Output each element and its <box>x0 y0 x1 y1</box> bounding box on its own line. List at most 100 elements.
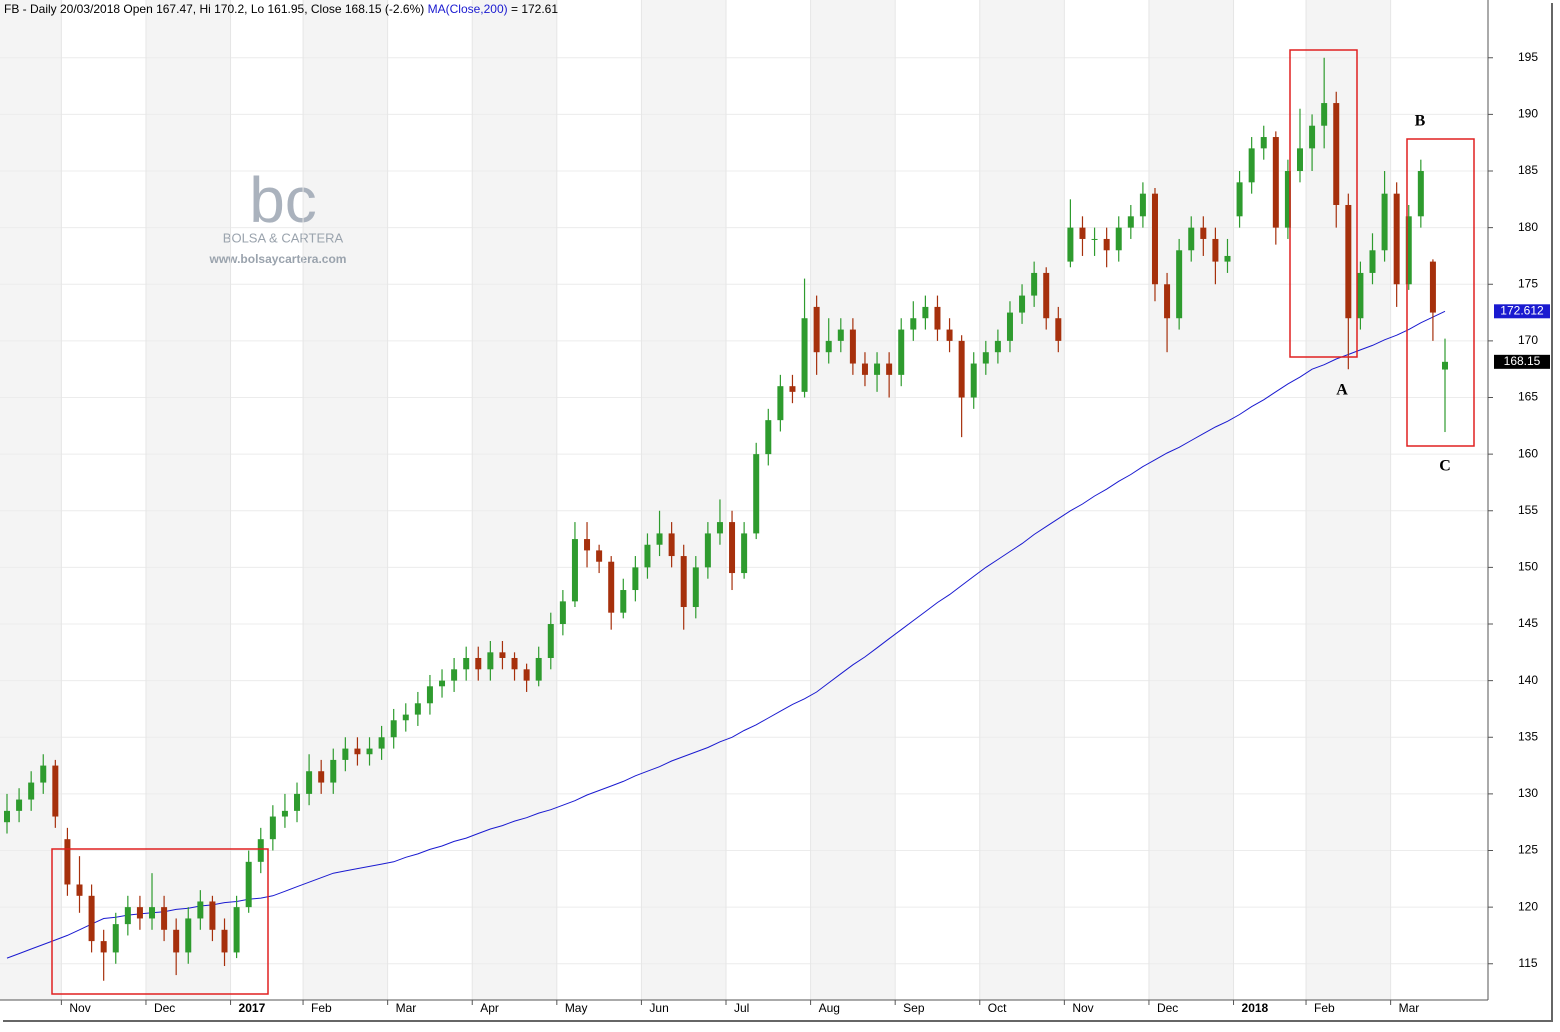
x-tick-label: Mar <box>396 1001 417 1015</box>
candle-body <box>547 624 554 658</box>
month-band <box>145 0 231 1000</box>
candle-body <box>1309 125 1316 149</box>
annotation: A <box>1336 382 1348 399</box>
x-tick-label: Dec <box>154 1001 175 1015</box>
x-tick-label: 2018 <box>1242 1001 1269 1015</box>
candle-body <box>680 556 687 608</box>
candle-body <box>535 657 542 681</box>
candle-body <box>100 941 107 953</box>
candle-body <box>28 782 35 800</box>
candle-body <box>281 810 288 817</box>
candle-body <box>910 318 917 330</box>
candle-body <box>886 363 893 375</box>
candle-body <box>1139 193 1146 217</box>
candle-body <box>1381 193 1388 251</box>
candle-body <box>475 657 482 670</box>
y-tick-label: 140 <box>1518 673 1538 687</box>
candle-body <box>571 539 578 602</box>
x-tick-label: Apr <box>480 1001 499 1015</box>
candle-body <box>1260 137 1267 149</box>
candle-body <box>354 748 361 755</box>
x-tick-label: Mar <box>1399 1001 1420 1015</box>
candle-body <box>16 799 23 811</box>
candle-body <box>233 907 240 953</box>
candle-body <box>149 907 156 919</box>
candle-body <box>161 907 168 930</box>
candle-body <box>898 329 905 375</box>
candle-body <box>874 363 881 375</box>
candle-body <box>52 765 59 817</box>
y-tick-label: 115 <box>1518 956 1537 970</box>
month-band <box>472 0 557 1000</box>
highlight-box <box>1289 49 1358 358</box>
candle-body <box>1224 255 1231 262</box>
x-tick-label: 2017 <box>239 1001 266 1015</box>
price-tag-label: 168.15 <box>1504 354 1541 368</box>
candle-body <box>825 340 832 353</box>
candle-body <box>559 601 566 625</box>
candle-body <box>789 386 796 392</box>
candle-body <box>257 839 264 862</box>
candle-body <box>1019 295 1026 313</box>
chart-title: FB - Daily 20/03/2018 Open 167.47, Hi 17… <box>4 2 558 16</box>
candle-body <box>729 522 736 574</box>
candle-body <box>1055 318 1062 341</box>
watermark-url: www.bolsaycartera.com <box>209 252 347 266</box>
y-tick-label: 135 <box>1518 729 1538 743</box>
candle-body <box>934 306 941 330</box>
candle-body <box>1345 204 1352 319</box>
highlight-box <box>51 848 269 995</box>
candle-body <box>245 861 252 908</box>
candle-body <box>1272 137 1279 228</box>
candle-body <box>1236 182 1243 217</box>
x-tick-label: Nov <box>1072 1001 1093 1015</box>
candle-body <box>1127 216 1134 228</box>
candle-body <box>801 318 808 392</box>
candle-body <box>1091 238 1098 240</box>
x-tick-label: Feb <box>311 1001 332 1015</box>
candle-body <box>124 907 131 925</box>
candle-body <box>1031 272 1038 296</box>
candle-body <box>4 810 10 823</box>
candle-body <box>608 561 615 613</box>
candle-body <box>64 839 71 885</box>
candle-body <box>426 686 433 704</box>
candle-body <box>1164 284 1171 319</box>
y-tick-label: 195 <box>1518 50 1538 64</box>
candle-body <box>197 901 204 919</box>
ma-name: MA(Close,200) <box>428 2 508 16</box>
candle-body <box>136 907 143 919</box>
candle-body <box>1079 227 1086 239</box>
x-tick-label: May <box>565 1001 588 1015</box>
candle-body <box>656 533 663 545</box>
y-tick-label: 120 <box>1518 899 1538 913</box>
candle-body <box>342 748 349 760</box>
candle-body <box>741 533 748 574</box>
candle-body <box>1067 227 1074 262</box>
y-tick-label: 170 <box>1518 333 1538 347</box>
x-tick-label: Nov <box>69 1001 90 1015</box>
candle-body <box>221 929 228 953</box>
candle-body <box>1043 272 1050 319</box>
candle-body <box>1200 227 1207 239</box>
candle-body <box>946 329 953 341</box>
candle-body <box>596 550 603 562</box>
candle-body <box>1321 103 1328 126</box>
y-tick-label: 165 <box>1518 390 1538 404</box>
x-tick-label: Sep <box>903 1001 925 1015</box>
month-bands <box>0 0 1391 1000</box>
candle-body <box>318 771 325 783</box>
plot <box>0 0 1488 1000</box>
candle-body <box>1417 171 1424 217</box>
candle-body <box>511 657 518 670</box>
annotation: B <box>1415 113 1426 130</box>
candle-body <box>861 363 868 375</box>
x-tick-label: Jul <box>734 1001 749 1015</box>
candle-body <box>704 533 711 568</box>
y-tick-label: 175 <box>1518 276 1538 290</box>
price-tag <box>1494 354 1550 369</box>
candle-body <box>378 737 385 749</box>
candle-body <box>813 306 820 353</box>
candle-body <box>294 793 301 811</box>
